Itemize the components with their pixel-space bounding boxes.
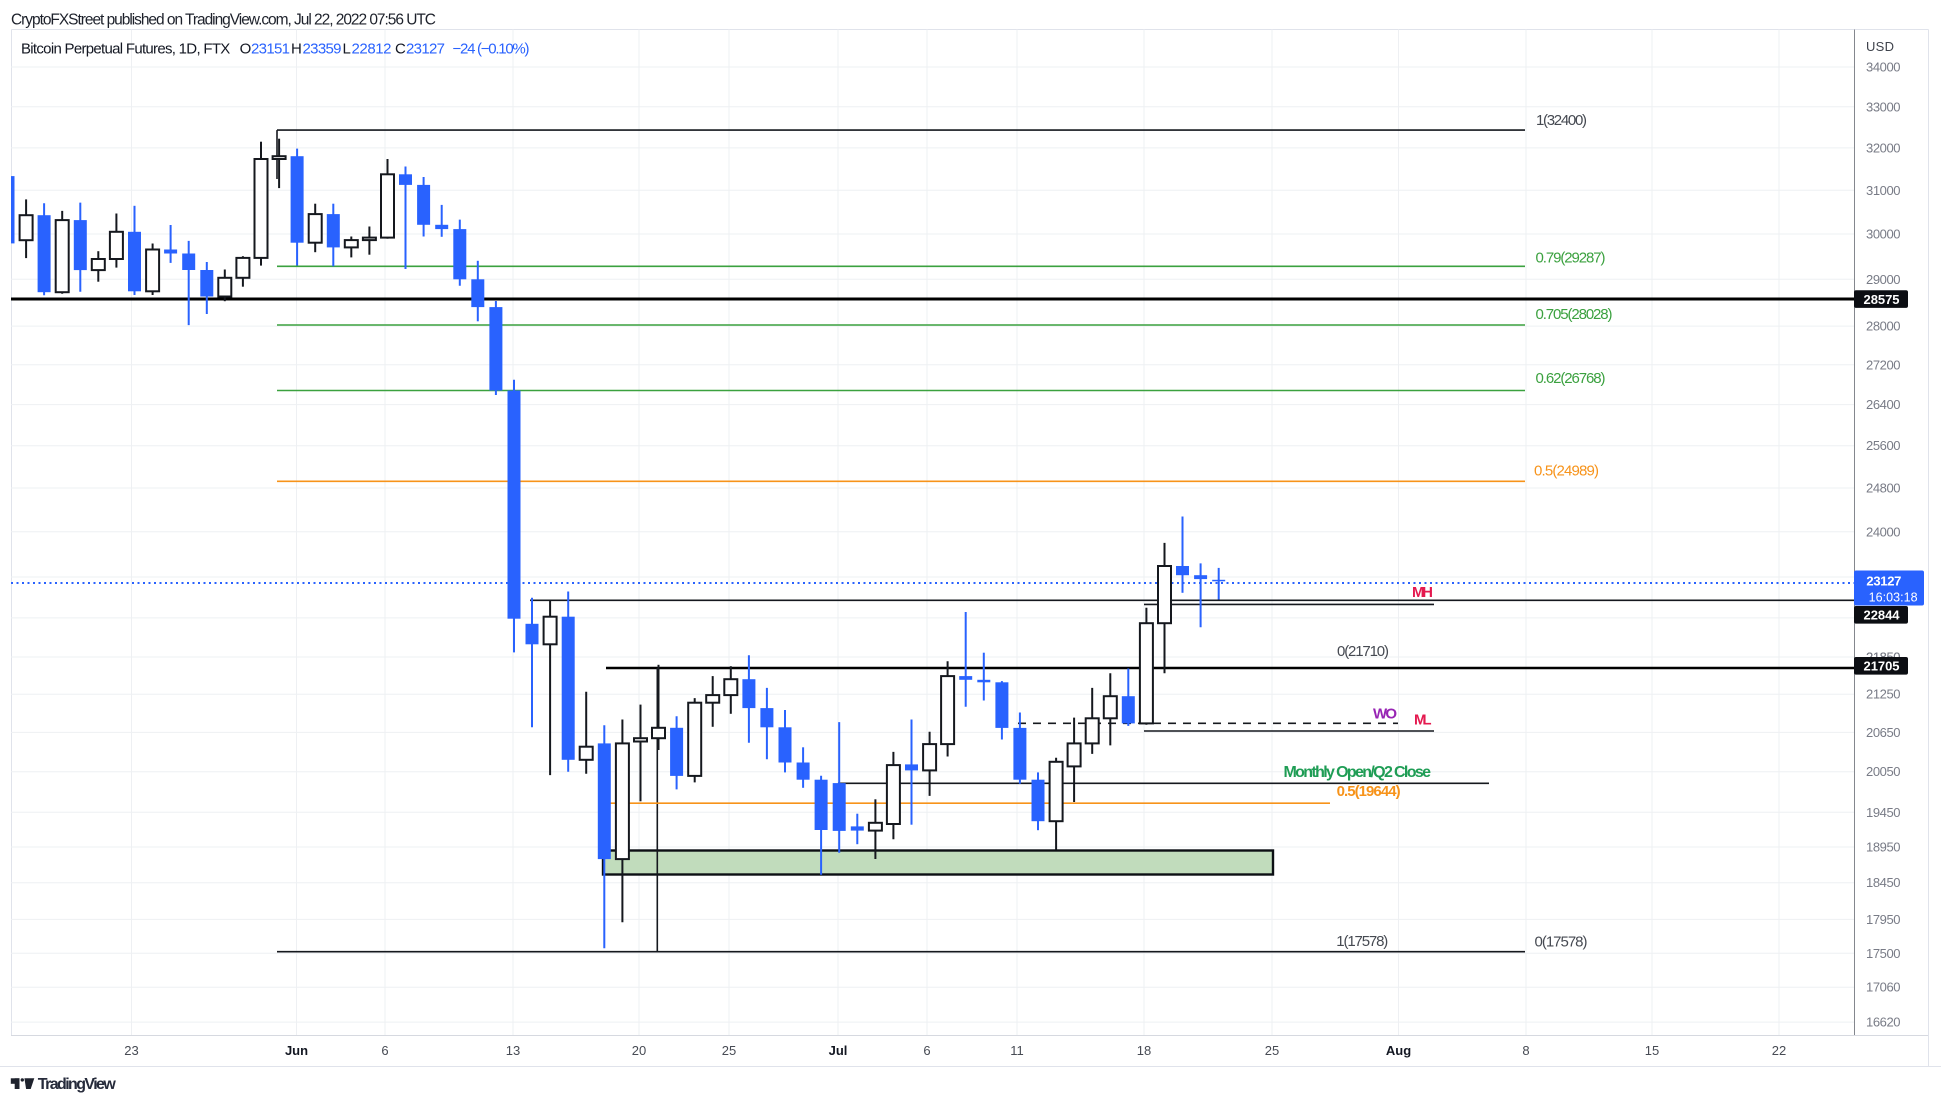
svg-text:13: 13 (506, 1043, 520, 1058)
svg-text:19450: 19450 (1866, 805, 1901, 820)
svg-text:0.79(29287): 0.79(29287) (1536, 250, 1606, 267)
svg-text:20050: 20050 (1866, 764, 1901, 779)
svg-text:21705: 21705 (1864, 659, 1900, 674)
svg-text:28000: 28000 (1866, 319, 1901, 334)
svg-text:23127: 23127 (406, 41, 445, 58)
svg-text:23359: 23359 (303, 41, 342, 58)
svg-text:CryptoFXStreet published on Tr: CryptoFXStreet published on TradingView.… (11, 12, 436, 29)
svg-text:Jun: Jun (285, 1043, 308, 1058)
svg-text:6: 6 (923, 1043, 930, 1058)
svg-text:Aug: Aug (1386, 1043, 1411, 1058)
svg-text:15: 15 (1645, 1043, 1659, 1058)
svg-text:18950: 18950 (1866, 840, 1901, 855)
svg-text:27200: 27200 (1866, 357, 1901, 372)
svg-text:0.5(24989): 0.5(24989) (1534, 463, 1599, 480)
svg-text:16:03:18: 16:03:18 (1869, 591, 1918, 605)
svg-text:MH: MH (1412, 584, 1433, 601)
svg-text:−24 (−0.10%): −24 (−0.10%) (453, 41, 530, 58)
svg-text:0(21710): 0(21710) (1337, 643, 1389, 660)
svg-text:25: 25 (1265, 1043, 1279, 1058)
svg-text:32000: 32000 (1866, 140, 1901, 155)
svg-text:Jul: Jul (829, 1043, 848, 1058)
svg-text:Bitcoin Perpetual Futures, 1D,: Bitcoin Perpetual Futures, 1D, FTX (21, 41, 230, 58)
svg-text:0.705(28028): 0.705(28028) (1536, 306, 1613, 323)
svg-text:11: 11 (1010, 1043, 1024, 1058)
svg-text:0.62(26768): 0.62(26768) (1536, 370, 1606, 387)
svg-text:L: L (343, 41, 351, 58)
svg-text:16620: 16620 (1866, 1015, 1901, 1030)
svg-text:17950: 17950 (1866, 912, 1901, 927)
svg-text:22: 22 (1772, 1043, 1786, 1058)
svg-text:C: C (395, 41, 406, 58)
svg-text:WO: WO (1373, 706, 1397, 723)
svg-text:17060: 17060 (1866, 980, 1901, 995)
svg-text:17500: 17500 (1866, 946, 1901, 961)
svg-text:22812: 22812 (352, 41, 392, 58)
svg-text:O: O (240, 41, 252, 58)
svg-text:23151: 23151 (251, 41, 290, 58)
svg-text:1(17578): 1(17578) (1336, 933, 1388, 950)
svg-text:31000: 31000 (1866, 183, 1901, 198)
svg-text:22844: 22844 (1864, 608, 1901, 623)
svg-text:28575: 28575 (1864, 292, 1900, 307)
svg-text:29000: 29000 (1866, 272, 1901, 287)
svg-text:33000: 33000 (1866, 99, 1901, 114)
svg-text:TradingView: TradingView (38, 1076, 117, 1093)
svg-text:Monthly Open/Q2 Close: Monthly Open/Q2 Close (1284, 764, 1432, 781)
svg-text:ML: ML (1414, 712, 1432, 729)
svg-text:21250: 21250 (1866, 687, 1901, 702)
svg-text:USD: USD (1866, 39, 1894, 54)
svg-text:6: 6 (381, 1043, 388, 1058)
svg-text:34000: 34000 (1866, 60, 1901, 75)
svg-text:26400: 26400 (1866, 397, 1901, 412)
svg-text:18450: 18450 (1866, 875, 1901, 890)
svg-text:20: 20 (632, 1043, 646, 1058)
svg-text:20650: 20650 (1866, 725, 1901, 740)
svg-text:18: 18 (1137, 1043, 1151, 1058)
svg-text:0.5(19644): 0.5(19644) (1337, 783, 1401, 800)
svg-text:24000: 24000 (1866, 524, 1901, 539)
svg-text:25: 25 (722, 1043, 736, 1058)
svg-text:0(17578): 0(17578) (1535, 934, 1588, 951)
svg-text:23: 23 (124, 1043, 138, 1058)
svg-text:8: 8 (1522, 1043, 1529, 1058)
svg-text:23127: 23127 (1866, 574, 1901, 589)
svg-text:H: H (291, 41, 302, 58)
svg-text:24800: 24800 (1866, 481, 1901, 496)
svg-text:25600: 25600 (1866, 438, 1901, 453)
svg-text:30000: 30000 (1866, 227, 1901, 242)
svg-text:1(32400): 1(32400) (1536, 112, 1587, 129)
